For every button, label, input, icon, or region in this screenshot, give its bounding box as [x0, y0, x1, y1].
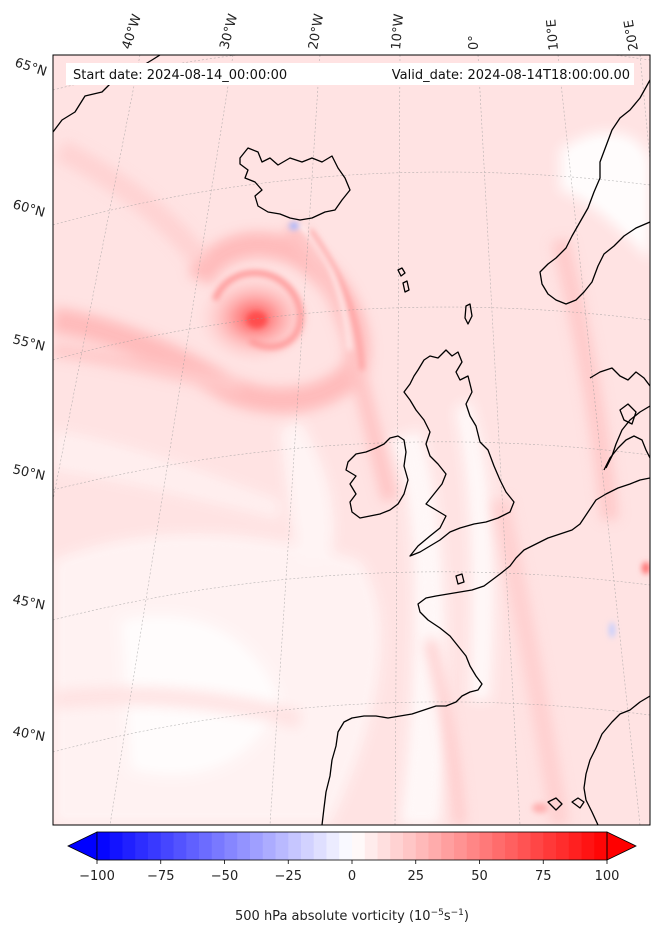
- valid-date-label: Valid_date: 2024-08-14T18:00:00.00: [392, 68, 630, 83]
- colorbar-band: [148, 832, 162, 860]
- map-frame: [52, 54, 651, 826]
- colorbar-band: [326, 832, 340, 860]
- colorbar-band: [250, 832, 264, 860]
- lon-label: 10°E: [544, 19, 562, 51]
- colorbar-tick-label: −100: [79, 869, 115, 884]
- colorbar-band: [492, 832, 506, 860]
- lat-label: 65°N: [13, 56, 49, 80]
- colorbar-caption: 500 hPa absolute vorticity (10−5s−1): [235, 908, 469, 924]
- colorbar-tick-label: −25: [275, 869, 302, 884]
- colorbar-band: [186, 832, 200, 860]
- colorbar-band: [301, 832, 315, 860]
- colorbar-band: [454, 832, 468, 860]
- colorbar-band: [377, 832, 391, 860]
- colorbar-ticks: −100 −75 −50 −25 0 25 50 75 100: [79, 860, 619, 884]
- colorbar-band: [275, 832, 289, 860]
- colorbar-tick-label: −50: [211, 869, 238, 884]
- colorbar-band: [428, 832, 442, 860]
- caption-mid: s: [444, 909, 451, 924]
- colorbar-band: [237, 832, 251, 860]
- lat-label: 50°N: [11, 462, 46, 484]
- colorbar-tick-label: −75: [147, 869, 174, 884]
- great-britain-coastline: [403, 349, 515, 557]
- vorticity-field: [53, 55, 650, 825]
- colorbar-band: [339, 832, 353, 860]
- lon-label: 30°W: [217, 12, 241, 51]
- colorbar-band: [173, 832, 187, 860]
- colorbar-band: [530, 832, 544, 860]
- coastlines: [53, 55, 650, 825]
- lat-label: 45°N: [11, 592, 46, 613]
- colorbar-band: [364, 832, 378, 860]
- lon-label: 20°E: [622, 19, 642, 52]
- colorbar-tick-label: 75: [535, 869, 552, 884]
- colorbar-band: [352, 832, 366, 860]
- colorbar-tick-label: 50: [471, 869, 488, 884]
- colorbar-band: [415, 832, 429, 860]
- colorbar-band: [581, 832, 595, 860]
- colorbar-band: [288, 832, 302, 860]
- lon-label: 40°W: [120, 12, 145, 51]
- colorbar-extend-high: [606, 831, 637, 861]
- caption-exp2: −1: [451, 908, 464, 918]
- colorbar-band: [97, 832, 111, 860]
- lat-label: 55°N: [11, 332, 46, 354]
- colorbar-band: [479, 832, 493, 860]
- lon-label: 20°W: [306, 13, 327, 51]
- colorbar-band: [160, 832, 174, 860]
- start-date-label: Start date: 2024-08-14_00:00:00: [73, 68, 287, 83]
- colorbar-band: [466, 832, 480, 860]
- colorbar-band: [109, 832, 123, 860]
- colorbar-band: [224, 832, 238, 860]
- colorbar-band: [505, 832, 519, 860]
- colorbar-band: [122, 832, 136, 860]
- caption-exp1: −5: [431, 908, 444, 918]
- colorbar-tick-label: 25: [407, 869, 424, 884]
- denmark-coastline: [603, 435, 650, 471]
- continent-coastline: [321, 477, 650, 825]
- iceland-coastline: [239, 147, 351, 221]
- colorbar-band: [262, 832, 276, 860]
- colorbar-band: [517, 832, 531, 860]
- colorbar-band: [313, 832, 327, 860]
- colorbar-bands: [97, 832, 608, 860]
- colorbar-band: [594, 832, 608, 860]
- colorbar-tick-label: 0: [348, 869, 356, 884]
- colorbar-band: [568, 832, 582, 860]
- colorbar-band: [441, 832, 455, 860]
- caption-main: 500 hPa absolute vorticity (10: [235, 909, 431, 924]
- lat-label: 60°N: [11, 197, 47, 220]
- colorbar-band: [199, 832, 213, 860]
- colorbar-band: [403, 832, 417, 860]
- colorbar-band: [211, 832, 225, 860]
- caption-end: ): [464, 909, 469, 924]
- lat-label: 40°N: [11, 724, 46, 745]
- colorbar-band: [390, 832, 404, 860]
- longitude-labels: 40°W 30°W 20°W 10°W 0° 10°E 20°E: [120, 12, 642, 52]
- colorbar-extend-low: [67, 831, 98, 861]
- colorbar-band: [135, 832, 149, 860]
- colorbar-tick-label: 100: [595, 869, 620, 884]
- norway-coastline: [539, 79, 650, 305]
- colorbar: −100 −75 −50 −25 0 25 50 75 100 500 hPa absolute…: [67, 831, 637, 924]
- colorbar-band: [556, 832, 570, 860]
- colorbar-band: [543, 832, 557, 860]
- lon-label: 10°W: [389, 13, 407, 50]
- ireland-coastline: [345, 435, 409, 519]
- latitude-labels: 65°N 60°N 55°N 50°N 45°N 40°N: [11, 56, 49, 746]
- header-box: Start date: 2024-08-14_00:00:00 Valid_da…: [66, 63, 634, 85]
- lon-label: 0°: [467, 35, 482, 50]
